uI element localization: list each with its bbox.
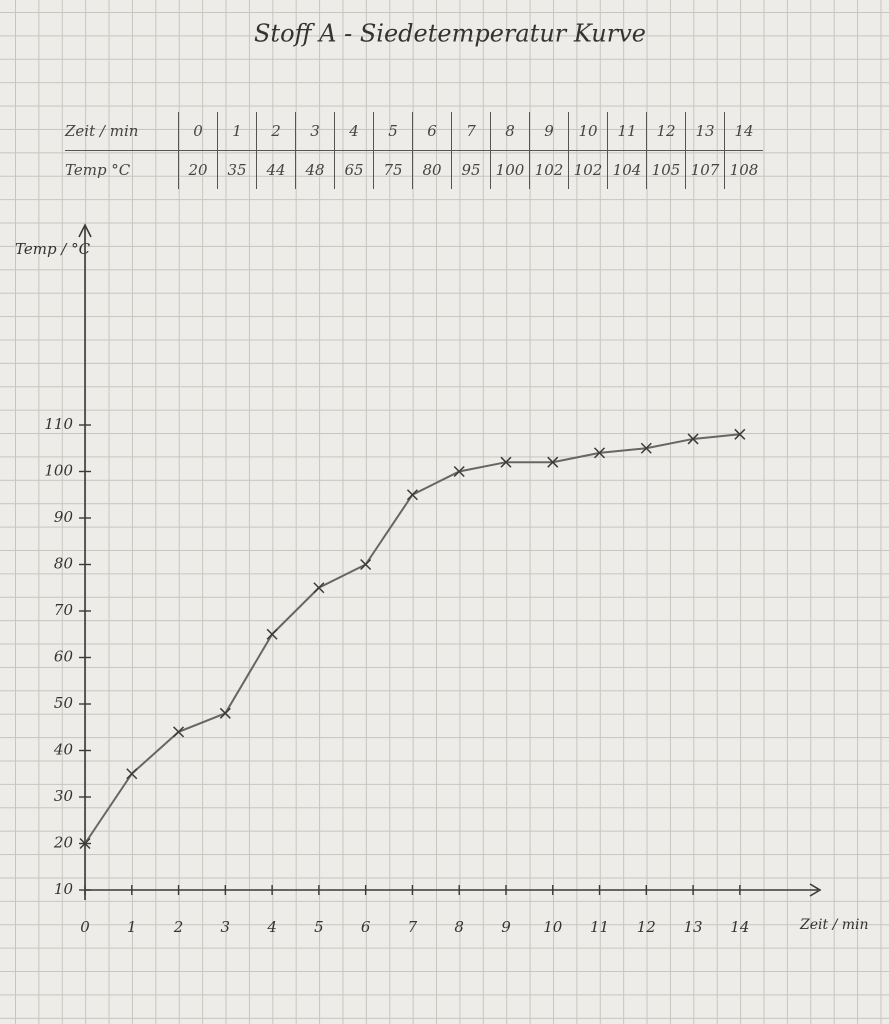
table-temp: 35 (217, 150, 257, 189)
x-tick-label: 13 (684, 918, 703, 936)
table-zeit: 13 (685, 112, 725, 151)
data-point (687, 433, 699, 445)
x-tick-label: 9 (501, 918, 511, 936)
table-row: Zeit / min 0 1 2 3 4 5 6 7 8 9 10 11 12 13 14 (65, 112, 763, 151)
x-axis-arrow (809, 883, 822, 897)
y-tick-label: 20 (53, 834, 74, 852)
table-row: Temp °C 20 35 44 48 65 75 80 95 100 102 102 104 105 10… (65, 150, 763, 189)
x-tick-label: 14 (730, 918, 749, 936)
y-tick-label: 110 (44, 415, 73, 433)
y-tick-label: 40 (53, 741, 74, 759)
row-label: Temp °C (65, 161, 131, 179)
table-zeit: 8 (490, 112, 530, 151)
table-temp: 48 (295, 150, 335, 189)
table-zeit: 1 (217, 112, 257, 151)
table-temp: 108 (724, 150, 763, 189)
data-point (219, 707, 231, 719)
table-zeit: 3 (295, 112, 335, 151)
table-temp: 80 (412, 150, 452, 189)
table-temp: 102 (568, 150, 608, 189)
y-tick-label: 30 (54, 787, 74, 805)
y-tick-label: 70 (54, 601, 74, 619)
table-temp: 95 (451, 150, 491, 189)
data-point (173, 726, 185, 738)
table-zeit: 6 (412, 112, 452, 151)
x-tick-label: 5 (314, 918, 324, 936)
table-zeit: 4 (334, 112, 374, 151)
data-point (500, 456, 512, 468)
data-point (547, 456, 559, 468)
table-temp: 20 (178, 150, 218, 189)
table-temp: 107 (685, 150, 725, 189)
data-point (593, 447, 606, 459)
x-tick-label: 7 (408, 918, 418, 936)
table-zeit: 10 (568, 112, 608, 151)
y-axis-label: Temp / °C (15, 240, 91, 258)
data-point (453, 465, 465, 478)
data-point (79, 837, 91, 850)
y-tick-label: 90 (54, 508, 74, 526)
x-tick-label: 12 (637, 918, 656, 936)
y-tick-label: 60 (54, 648, 74, 666)
data-point (313, 582, 325, 594)
table-temp: 100 (490, 150, 530, 189)
x-tick-label: 2 (173, 918, 184, 936)
table-temp: 105 (646, 150, 686, 189)
x-tick-label: 3 (221, 918, 231, 936)
table-temp: 104 (607, 150, 647, 189)
chart-title: Stoff A - Siedetemperatur Kurve (254, 20, 646, 48)
table-zeit: 5 (373, 112, 413, 151)
table-zeit: 12 (646, 112, 686, 151)
x-tick-label: 8 (454, 918, 464, 936)
data-point (406, 489, 418, 501)
table-temp: 102 (529, 150, 569, 189)
data-point (360, 558, 372, 571)
x-tick-label: 1 (127, 918, 137, 936)
table-zeit: 7 (451, 112, 491, 151)
data-point (126, 768, 138, 780)
y-tick-label: 10 (54, 880, 74, 898)
x-tick-label: 11 (590, 918, 609, 936)
value-table: Zeit / min 0 1 2 3 4 5 6 7 8 9 10 11 12 13 14 Temp °C 20… (65, 112, 763, 189)
table-zeit: 14 (724, 112, 763, 151)
table-zeit: 11 (607, 112, 647, 151)
table-zeit: 0 (178, 112, 218, 151)
y-tick-label: 80 (54, 555, 74, 573)
x-axis-label: Zeit / min (799, 917, 869, 933)
data-point (266, 628, 278, 640)
y-axis-arrow (78, 223, 92, 238)
x-tick-label: 6 (361, 918, 371, 936)
row-label: Zeit / min (65, 112, 179, 151)
x-tick-label: 4 (266, 918, 277, 936)
data-point (640, 442, 652, 454)
x-tick-label: 10 (543, 918, 563, 936)
y-tick-label: 50 (54, 694, 74, 712)
data-point (734, 428, 746, 440)
table-temp: 44 (256, 150, 296, 189)
table-zeit: 9 (529, 112, 569, 151)
x-tick-label: 0 (80, 918, 90, 936)
table-temp: 75 (373, 150, 413, 189)
table-temp: 65 (334, 150, 374, 189)
table-zeit: 2 (256, 112, 296, 151)
y-tick-label: 100 (44, 462, 73, 480)
